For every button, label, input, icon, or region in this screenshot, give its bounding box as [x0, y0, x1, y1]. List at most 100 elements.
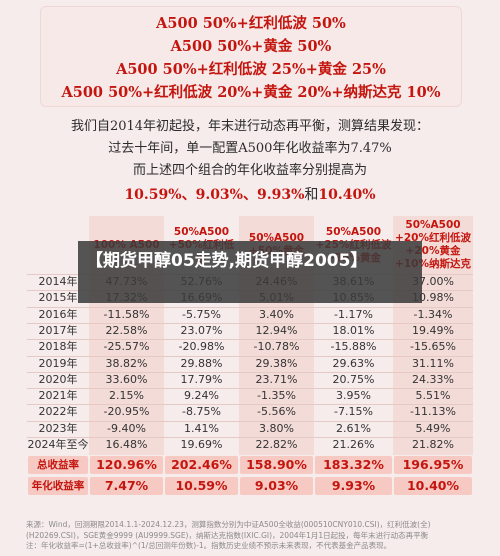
- value-cell: 5.49%: [415, 421, 451, 435]
- value-cell: -11.58%: [103, 307, 150, 321]
- table-row: 2024年至今 16.48% 19.69% 22.82% 21.26% 21.82%: [27, 437, 473, 453]
- row-divider: [27, 339, 473, 341]
- value-cell: 16.48%: [105, 438, 148, 451]
- year-cell: 2021年: [38, 389, 78, 403]
- value-cell: -20.98%: [178, 340, 225, 354]
- summary-cell-bg: [394, 456, 472, 475]
- last-return: 10.40%: [318, 187, 376, 203]
- portfolio-list-box: A500 50%+红利低波 50% A500 50%+黄金 50% A500 5…: [40, 6, 462, 107]
- summary-value: 9.03%: [254, 478, 299, 494]
- value-cell: 2.15%: [109, 389, 144, 403]
- summary-value: 10.59%: [175, 478, 228, 494]
- summary-cell-bg: [315, 456, 392, 475]
- value-cell: 23.07%: [180, 323, 223, 337]
- value-cell: 22.58%: [105, 323, 148, 337]
- value-cell: 33.60%: [105, 372, 148, 386]
- year-cell: 2024年至今: [27, 438, 89, 451]
- footnote: 来源：Wind，回测期限2014.1.1-2024.12.23，测算指数分别为中…: [26, 520, 478, 552]
- summary-value: 183.32%: [323, 457, 384, 473]
- value-cell: -10.78%: [253, 340, 300, 354]
- value-cell: 19.69%: [180, 438, 223, 451]
- value-cell: 19.49%: [412, 323, 454, 337]
- value-cell: 29.63%: [332, 356, 375, 370]
- summary-cell-bg: [90, 477, 163, 496]
- value-cell: 21.82%: [412, 438, 454, 451]
- summary-value: 9.93%: [331, 478, 376, 494]
- row-divider: [27, 437, 473, 438]
- intro-line-4: 10.59%、9.03%、9.93%和10.40%: [0, 186, 500, 204]
- value-cell: 38.82%: [105, 356, 148, 370]
- banner-title[interactable]: 【期货甲醇05走势,期货甲醇2005】: [86, 251, 368, 271]
- table-row: 2018年 -25.57% -20.98% -10.78% -15.88% -15.65%: [27, 339, 473, 355]
- summary-cell-bg: [28, 477, 88, 496]
- summary-cell-bg: [90, 456, 163, 475]
- table-row: 2022年 -20.95% -8.75% -5.56% -7.15% -11.13%: [27, 404, 473, 420]
- value-cell: -20.95%: [103, 405, 150, 419]
- value-cell: -15.65%: [410, 340, 456, 354]
- year-cell: 2016年: [38, 307, 78, 321]
- footnote-line-3: 注：年化收益率=(1+总收益率)^(1/总回测年份数)-1。指数历史业绩不预示未…: [26, 541, 392, 550]
- year-cell: 2020年: [38, 372, 78, 386]
- value-cell: -5.56%: [257, 405, 296, 419]
- year-cell: 2015年: [38, 291, 78, 305]
- value-cell: -25.57%: [103, 340, 150, 354]
- value-cell: 2.61%: [336, 421, 371, 435]
- value-cell: -1.17%: [334, 307, 373, 321]
- value-cell: 37.00%: [412, 275, 454, 288]
- row-divider: [27, 388, 473, 390]
- value-cell: 9.24%: [184, 389, 219, 403]
- value-cell: 31.11%: [412, 356, 454, 370]
- value-cell: 5.51%: [415, 389, 451, 403]
- table-row: 2021年 2.15% 9.24% -1.35% 3.95% 5.51%: [27, 388, 473, 404]
- intro-line-3: 而上述四个组合的年化收益率分别提高为: [132, 163, 367, 178]
- value-cell: 1.41%: [184, 421, 219, 435]
- year-cell: 2018年: [38, 340, 78, 354]
- summary-cell-bg: [394, 477, 472, 496]
- value-cell: 3.40%: [259, 307, 294, 321]
- value-cell: -11.13%: [410, 405, 456, 419]
- value-cell: -15.88%: [330, 340, 377, 354]
- table-row: 2019年 38.82% 29.88% 29.38% 29.63% 31.11%: [27, 356, 473, 372]
- value-cell: 23.71%: [255, 372, 298, 386]
- year-cell: 2017年: [38, 323, 78, 337]
- annual-return-row: 年化收益率 7.47% 10.59% 9.03% 9.93% 10.40%: [27, 476, 473, 496]
- value-cell: 21.26%: [332, 438, 375, 451]
- portfolio-line-4: A500 50%+红利低波 20%+黄金 20%+纳斯达克 10%: [61, 84, 441, 101]
- value-cell: 3.95%: [336, 389, 371, 403]
- summary-cell-bg: [165, 477, 238, 496]
- value-cell: 22.82%: [255, 438, 298, 451]
- row-divider: [27, 404, 473, 406]
- total-return-row: 总收益率 120.96% 202.46% 158.90% 183.32% 196.95%: [27, 455, 473, 475]
- value-cell: 17.79%: [180, 372, 223, 386]
- summary-cell-bg: [28, 456, 88, 475]
- summary-cell-bg: [315, 477, 392, 496]
- value-cell: -8.75%: [182, 405, 221, 419]
- portfolio-line-3: A500 50%+红利低波 25%+黄金 25%: [116, 61, 386, 78]
- value-cell: 3.80%: [259, 421, 294, 435]
- footnote-line-2: (H20269.CSI)，SGE黄金9999 (AU9999.SGE)，纳斯达克…: [26, 530, 429, 540]
- row-divider: [27, 306, 473, 308]
- news-banner[interactable]: 【期货甲醇05走势,期货甲醇2005】: [78, 241, 422, 303]
- summary-label: 年化收益率: [31, 480, 85, 493]
- intro-line-1: 我们自2014年初起投，年末进行动态再平衡，测算结果发现：: [70, 119, 430, 134]
- value-cell: 18.01%: [332, 323, 375, 337]
- portfolio-line-1: A500 50%+红利低波 50%: [156, 15, 346, 32]
- summary-value: 10.40%: [406, 478, 460, 494]
- table-row: 2016年 -11.58% -5.75% 3.40% -1.17% -1.34%: [27, 307, 473, 323]
- summary-value: 202.46%: [171, 457, 232, 473]
- summary-value: 158.90%: [246, 457, 307, 473]
- table-row: 2020年 33.60% 17.79% 23.71% 20.75% 24.33%: [27, 372, 473, 388]
- and-word: 和: [304, 187, 319, 203]
- year-cell: 2014年: [38, 275, 78, 288]
- value-cell: 29.38%: [255, 356, 298, 370]
- summary-label: 总收益率: [37, 459, 79, 472]
- summary-value: 196.95%: [402, 457, 464, 473]
- improved-returns: 10.59%、9.03%、9.93%: [124, 187, 305, 203]
- value-cell: -1.34%: [413, 307, 453, 321]
- value-cell: -9.40%: [107, 421, 146, 435]
- year-cell: 2023年: [38, 421, 78, 435]
- value-cell: 10.98%: [412, 291, 454, 305]
- year-cell: 2022年: [38, 405, 78, 419]
- year-cell: 2019年: [38, 356, 78, 370]
- portfolio-line-2: A500 50%+黄金 50%: [170, 38, 332, 55]
